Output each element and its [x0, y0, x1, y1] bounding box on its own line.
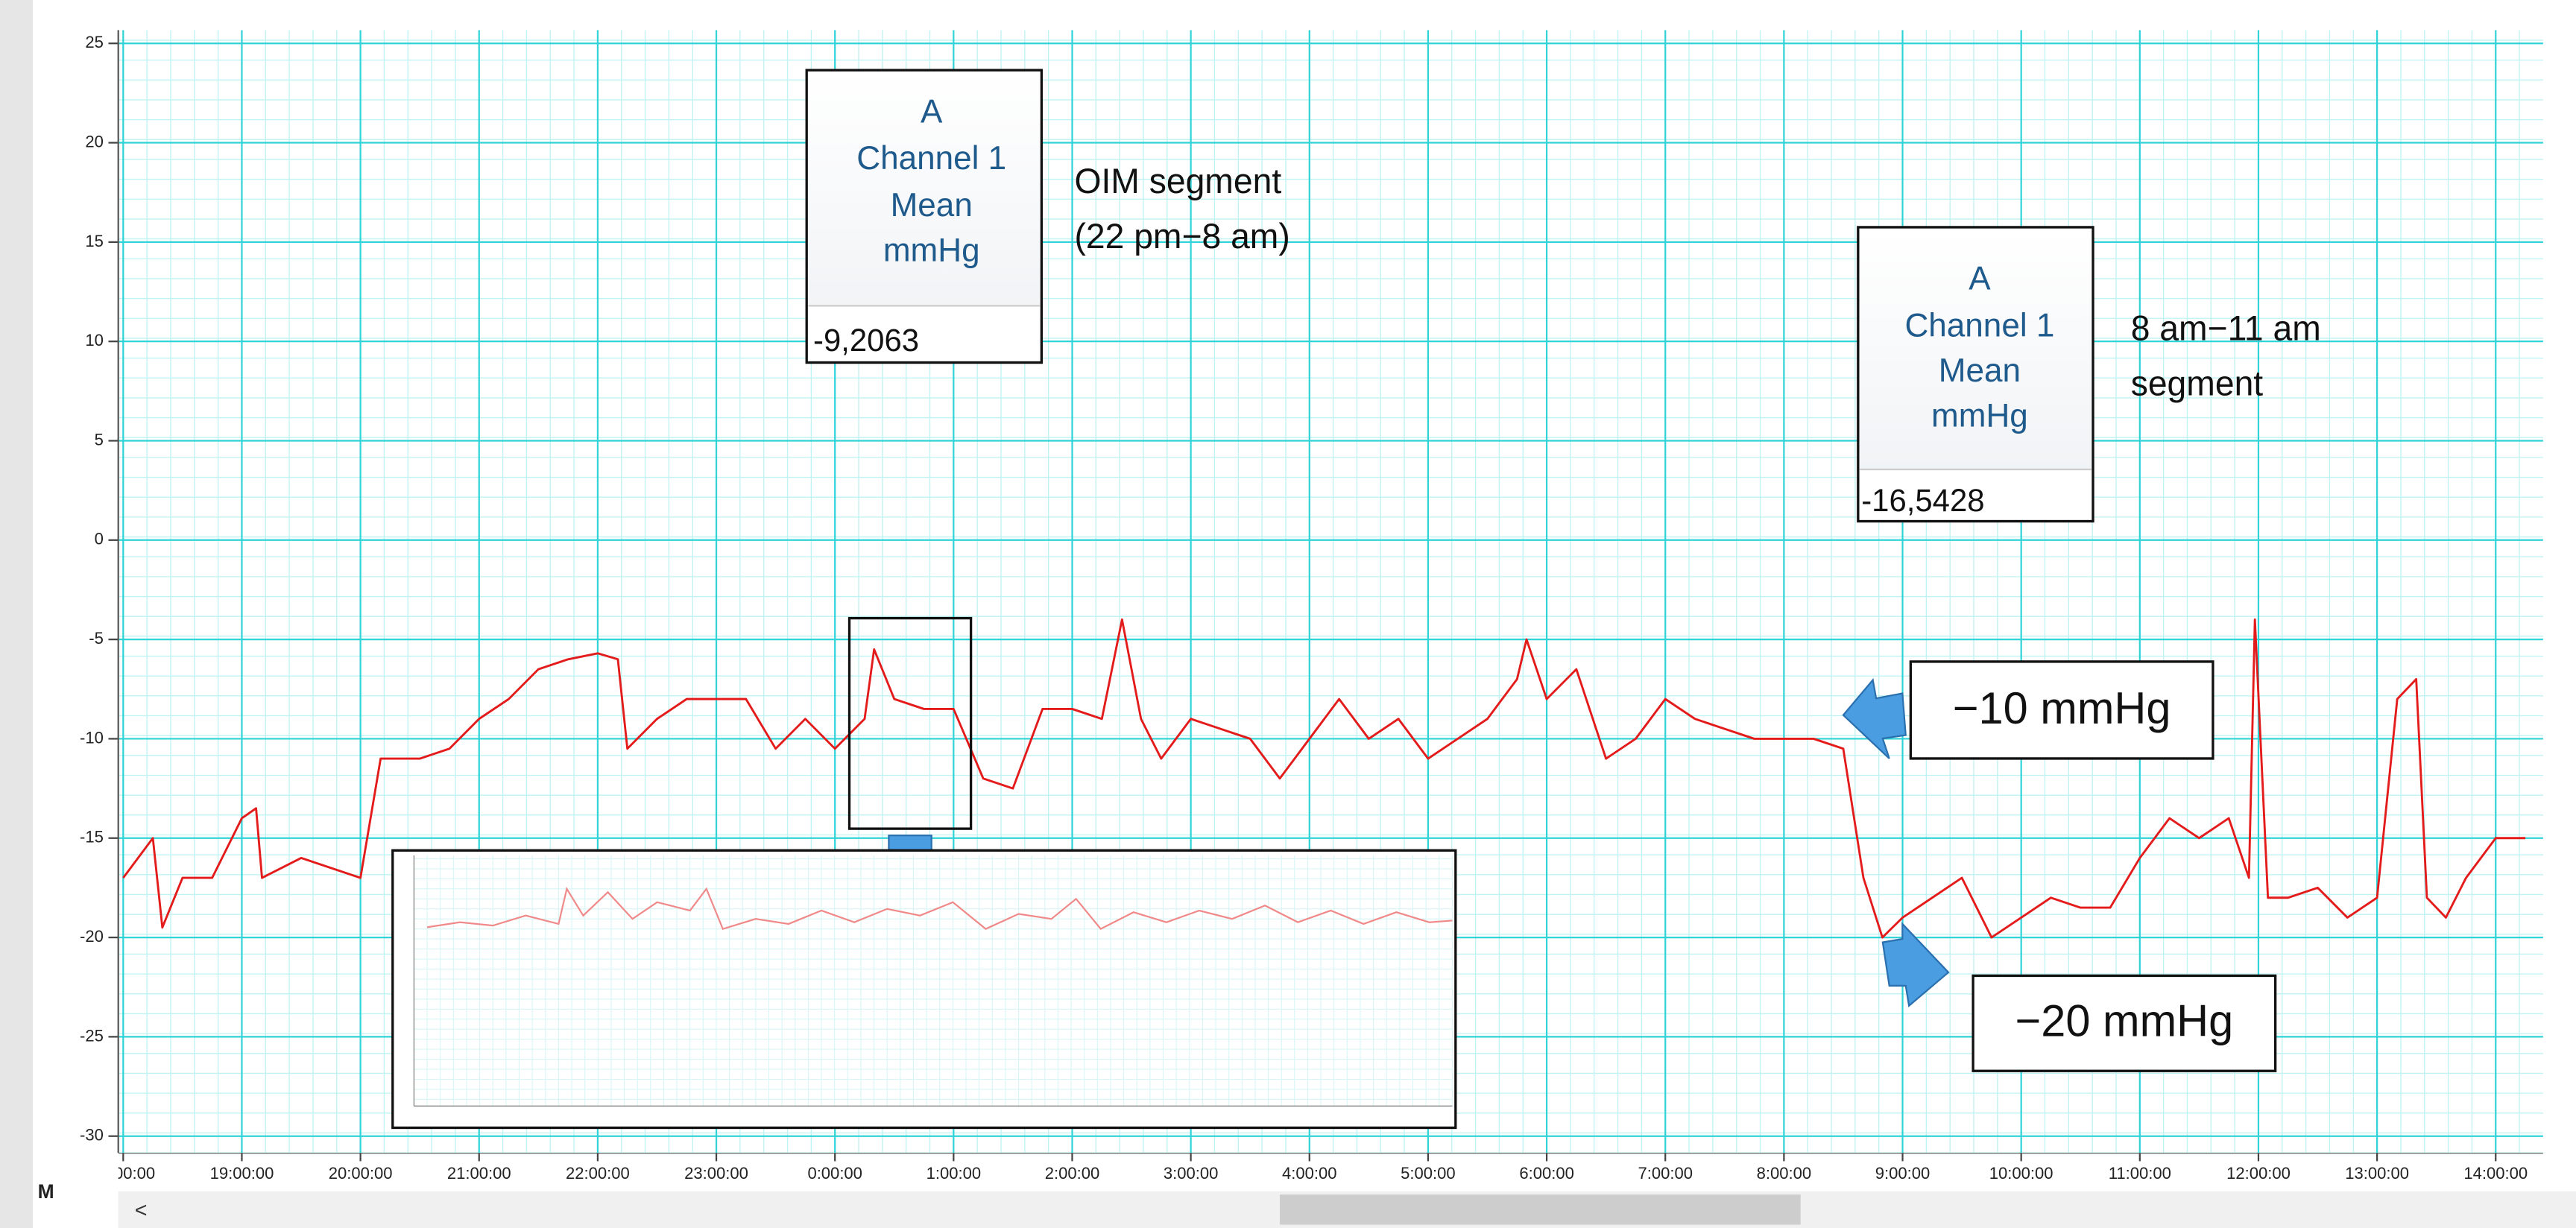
arrow [1842, 678, 1907, 759]
x-tick-label: 12:00:00 [2226, 1164, 2291, 1183]
box-line: A [1969, 260, 1991, 297]
y-tick-label: 20 [85, 132, 104, 151]
y-axis: 25 20 15 10 5 0 -5 -10 -15 -20 -25 -30 [80, 33, 119, 1145]
y-tick-label: 10 [85, 331, 104, 349]
y-tick-label: -25 [80, 1026, 104, 1045]
y-tick-label: -15 [80, 828, 104, 846]
x-tick-label: 21:00:00 [447, 1164, 511, 1183]
y-tick-label: -30 [80, 1125, 104, 1144]
x-tick-label: 10:00:00 [1989, 1164, 2053, 1183]
box-line: A [921, 93, 943, 130]
x-tick-label: 14:00:00 [2463, 1164, 2528, 1183]
note: segment [2131, 364, 2264, 402]
x-tick-label: 0:00:00 [807, 1164, 862, 1183]
x-tick-label: 9:00:00 [1875, 1164, 1931, 1183]
x-tick-label: 1:00:00 [926, 1164, 982, 1183]
box-line: Mean [1939, 352, 2021, 389]
note: (22 pm−8 am) [1074, 217, 1289, 256]
zoom-frame [847, 616, 973, 830]
y-tick-label: 5 [95, 430, 104, 449]
level-label: −10 mmHg [1953, 683, 2171, 734]
x-tick-label: 11:00:00 [2109, 1164, 2171, 1183]
x-tick-label: 18:00:00 [91, 1164, 155, 1183]
x-tick-label: 23:00:00 [684, 1164, 748, 1183]
level-label: −20 mmHg [2015, 996, 2234, 1046]
y-tick-label: -5 [89, 629, 104, 648]
inset [391, 849, 1457, 1130]
x-tick-label: 4:00:00 [1282, 1164, 1337, 1183]
box-value: -16,5428 [1861, 483, 1984, 518]
data-line [122, 618, 2526, 939]
arrow [1881, 922, 1950, 1007]
x-tick-label: 19:00:00 [210, 1164, 274, 1183]
x-tick-label: 20:00:00 [329, 1164, 393, 1183]
box-line: Mean [891, 187, 973, 224]
side-panel [0, 0, 34, 1228]
note: 8 am−11 am [2131, 308, 2321, 347]
note: OIM segment [1074, 162, 1281, 200]
box-value: -9,2063 [813, 323, 919, 358]
x-tick-label: 13:00:00 [2345, 1164, 2409, 1183]
x-tick-label: 3:00:00 [1164, 1164, 1219, 1183]
label-box [1972, 974, 2277, 1072]
mean-box: A Channel 1 Mean mmHg -9,2063 [805, 69, 1044, 364]
box-line: Channel 1 [1904, 307, 2054, 344]
y-tick-label: 25 [85, 33, 104, 51]
x-tick-label: 5:00:00 [1401, 1164, 1456, 1183]
x-tick-label: 6:00:00 [1519, 1164, 1574, 1183]
label-box [1909, 660, 2214, 760]
y-tick-label: 15 [85, 232, 104, 250]
marker-icon[interactable]: M [38, 1180, 54, 1203]
scroll-thumb[interactable] [1279, 1194, 1801, 1225]
box-line: mmHg [883, 232, 980, 268]
y-tick-label: -20 [80, 927, 104, 946]
y-tick-label: 0 [95, 530, 104, 548]
x-tick-label: 8:00:00 [1757, 1164, 1812, 1183]
x-tick-label: 22:00:00 [566, 1164, 630, 1183]
x-tick-label: 7:00:00 [1638, 1164, 1693, 1183]
y-tick-label: -10 [80, 728, 104, 747]
box-line: mmHg [1931, 397, 2028, 434]
x-tick-label: 2:00:00 [1045, 1164, 1100, 1183]
scroll-left[interactable]: < [135, 1198, 148, 1222]
box-line: Channel 1 [856, 140, 1006, 177]
series-layer [122, 618, 2526, 939]
mean-box: A Channel 1 Mean mmHg -16,5428 [1857, 226, 2094, 523]
x-axis: 18:00:00 19:00:00 20:00:00 21:00:00 22:00:00… [91, 1153, 2543, 1183]
